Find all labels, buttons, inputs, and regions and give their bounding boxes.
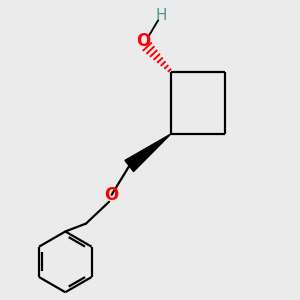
Text: H: H — [155, 8, 167, 23]
Polygon shape — [125, 134, 171, 172]
Text: O: O — [104, 186, 119, 204]
Text: O: O — [136, 32, 151, 50]
